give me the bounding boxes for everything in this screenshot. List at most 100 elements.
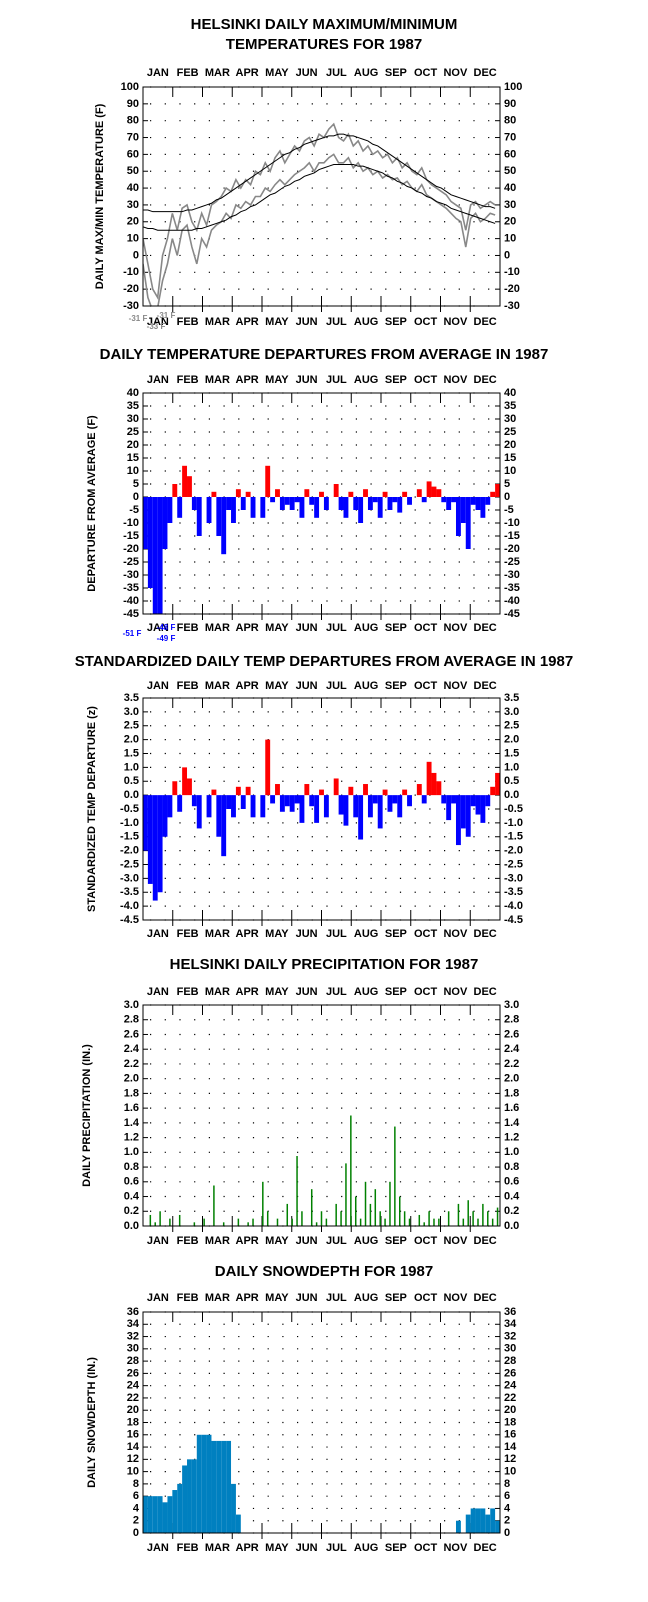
- bar: [172, 781, 178, 796]
- month-label: JAN: [147, 1542, 169, 1554]
- month-label: SEP: [385, 680, 407, 692]
- bar: [343, 795, 349, 826]
- y-tick-label: 34: [504, 1318, 517, 1330]
- y-tick-label: -10: [123, 266, 139, 278]
- bar: [480, 1508, 486, 1533]
- month-label: MAY: [265, 622, 289, 634]
- series-line: [143, 163, 496, 231]
- y-tick-label: 20: [127, 439, 139, 451]
- month-label: SEP: [385, 374, 407, 386]
- y-tick-label: -25: [123, 556, 139, 568]
- bar: [231, 497, 236, 523]
- bar: [206, 1434, 212, 1533]
- bar: [304, 784, 310, 796]
- month-label: JUN: [296, 622, 318, 634]
- y-tick-label: 24: [127, 1380, 140, 1392]
- bar: [416, 784, 422, 796]
- y-tick-label: -10: [123, 517, 139, 529]
- bar: [235, 1514, 241, 1533]
- bar: [191, 1459, 197, 1533]
- y-tick-label: -3.0: [120, 872, 139, 884]
- bar: [319, 491, 324, 497]
- bar: [485, 795, 491, 807]
- month-label: MAY: [265, 374, 289, 386]
- bar: [465, 795, 471, 837]
- month-label: JAN: [147, 928, 169, 940]
- bar: [143, 1496, 148, 1533]
- month-label: JAN: [147, 986, 169, 998]
- bar: [191, 497, 197, 510]
- bar: [490, 786, 496, 796]
- y-tick-label: 1.4: [504, 1117, 520, 1129]
- bar: [436, 781, 442, 796]
- month-label: JUL: [326, 316, 347, 328]
- bar: [475, 795, 481, 815]
- bar: [294, 497, 300, 503]
- bar: [196, 795, 202, 829]
- bar: [421, 795, 427, 804]
- month-label: JUL: [326, 986, 347, 998]
- y-tick-label: 70: [504, 131, 516, 143]
- bar: [275, 784, 280, 796]
- y-tick-label: 2.5: [124, 720, 139, 732]
- bar: [265, 739, 271, 796]
- plot-frame: [142, 1311, 501, 1534]
- month-label: DEC: [474, 622, 497, 634]
- y-tick-label: 35: [504, 400, 516, 412]
- bar: [495, 1520, 500, 1533]
- y-tick-label: 20: [504, 439, 516, 451]
- bar: [299, 795, 305, 823]
- bar: [319, 789, 324, 796]
- month-label: AUG: [354, 622, 378, 634]
- month-label: JAN: [147, 1235, 169, 1247]
- bar: [455, 1520, 461, 1533]
- plot-frame: [142, 86, 501, 307]
- month-label: APR: [236, 1542, 259, 1554]
- bar: [475, 1508, 481, 1533]
- bar: [226, 795, 232, 809]
- y-tick-label: 50: [504, 165, 516, 177]
- month-label: MAR: [205, 928, 230, 940]
- bar: [143, 497, 148, 549]
- y-tick-label: 10: [504, 1466, 516, 1478]
- y-tick-label: 8: [504, 1478, 510, 1490]
- y-tick-label: 20: [127, 216, 139, 228]
- month-label: APR: [236, 928, 259, 940]
- bar: [211, 491, 217, 497]
- month-label: NOV: [443, 622, 468, 634]
- bar: [353, 497, 359, 510]
- y-tick-label: -30: [123, 569, 139, 581]
- y-tick-label: 100: [121, 81, 139, 93]
- month-label: DEC: [474, 1292, 497, 1304]
- month-label: OCT: [414, 1542, 438, 1554]
- month-label: NOV: [443, 67, 468, 79]
- y-tick-label: -4.0: [120, 900, 139, 912]
- y-tick-label: 2.5: [504, 720, 519, 732]
- series-line: [143, 122, 496, 301]
- month-label: MAR: [205, 1292, 230, 1304]
- month-label: JUL: [326, 1542, 347, 1554]
- month-label: JUN: [296, 67, 318, 79]
- y-tick-label: 50: [127, 165, 139, 177]
- month-label: NOV: [443, 1235, 468, 1247]
- y-tick-label: 3.5: [124, 692, 139, 704]
- bar: [480, 497, 486, 518]
- y-tick-label: 35: [127, 400, 139, 412]
- y-tick-label: 16: [127, 1429, 139, 1441]
- bar: [147, 1496, 153, 1533]
- y-tick-label: 14: [127, 1441, 140, 1453]
- y-tick-label: -15: [504, 530, 520, 542]
- bar: [226, 1440, 232, 1533]
- month-label: SEP: [385, 986, 407, 998]
- bar: [470, 795, 476, 807]
- y-tick-label: -3.5: [504, 886, 523, 898]
- y-tick-label: 0.0: [504, 1220, 519, 1232]
- y-tick-label: 1.5: [124, 747, 139, 759]
- bar: [152, 1496, 158, 1533]
- y-tick-label: 2.4: [124, 1043, 140, 1055]
- bar: [201, 1434, 207, 1533]
- bar: [431, 486, 437, 497]
- y-tick-label: 2.0: [504, 1073, 519, 1085]
- month-label: FEB: [177, 67, 199, 79]
